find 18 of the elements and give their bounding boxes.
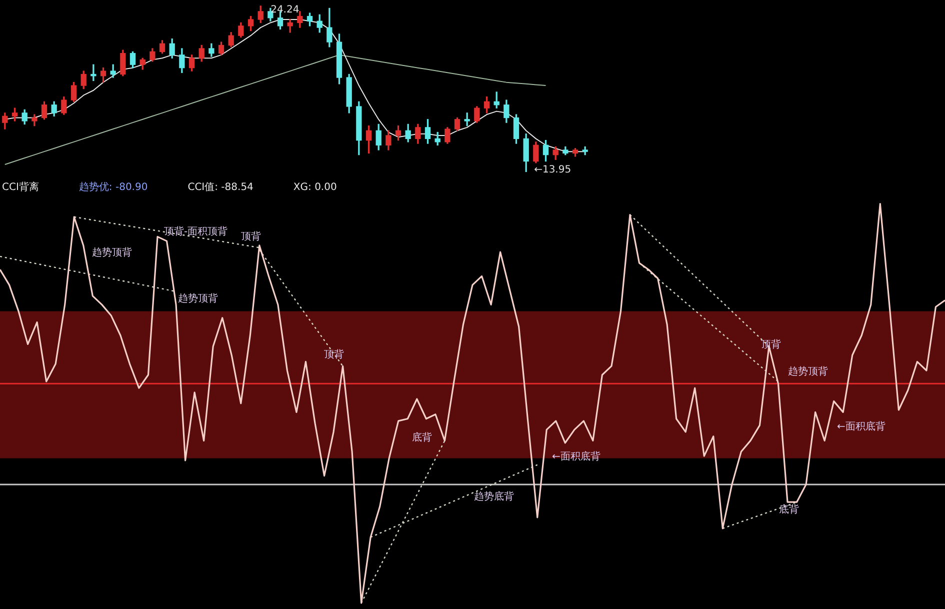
annotation: 顶背 bbox=[241, 230, 261, 243]
annotation: 顶背 bbox=[324, 348, 344, 361]
text: XG: 0.00 bbox=[293, 181, 337, 195]
annotation: ←13.95 bbox=[534, 164, 572, 176]
annotation: 趋势顶背 bbox=[92, 246, 132, 259]
annotation: ←面积底背 bbox=[837, 420, 886, 433]
annotation: ←面积底背 bbox=[552, 450, 600, 463]
annotation: 顶背 bbox=[761, 338, 781, 351]
annotation: 顶背-面积顶背 bbox=[164, 226, 228, 238]
annotation: 趋势底背 bbox=[474, 490, 514, 503]
annotation: 底背 bbox=[779, 504, 799, 516]
text: 趋势优: -80.90 bbox=[78, 181, 148, 195]
annotation: 24.24 bbox=[270, 4, 300, 16]
annotation: 底背 bbox=[412, 432, 432, 444]
text: CCI背离 bbox=[2, 181, 39, 195]
annotation: 趋势顶背 bbox=[788, 366, 828, 378]
annotation: 趋势顶背 bbox=[178, 292, 218, 305]
text: CCI值: -88.54 bbox=[188, 181, 254, 195]
